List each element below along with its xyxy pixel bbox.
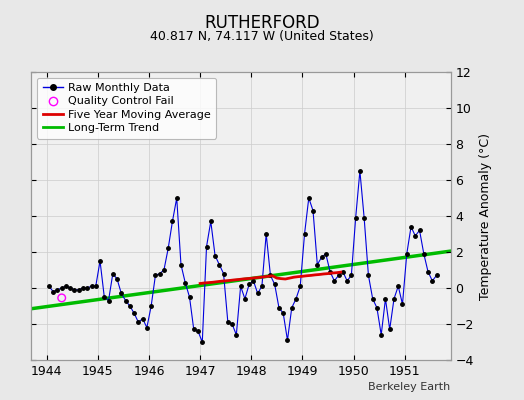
Y-axis label: Temperature Anomaly (°C): Temperature Anomaly (°C)	[479, 132, 493, 300]
Text: 40.817 N, 74.117 W (United States): 40.817 N, 74.117 W (United States)	[150, 30, 374, 43]
Text: Berkeley Earth: Berkeley Earth	[368, 382, 451, 392]
Text: RUTHERFORD: RUTHERFORD	[204, 14, 320, 32]
Legend: Raw Monthly Data, Quality Control Fail, Five Year Moving Average, Long-Term Tren: Raw Monthly Data, Quality Control Fail, …	[37, 78, 216, 139]
Point	[58, 295, 66, 301]
